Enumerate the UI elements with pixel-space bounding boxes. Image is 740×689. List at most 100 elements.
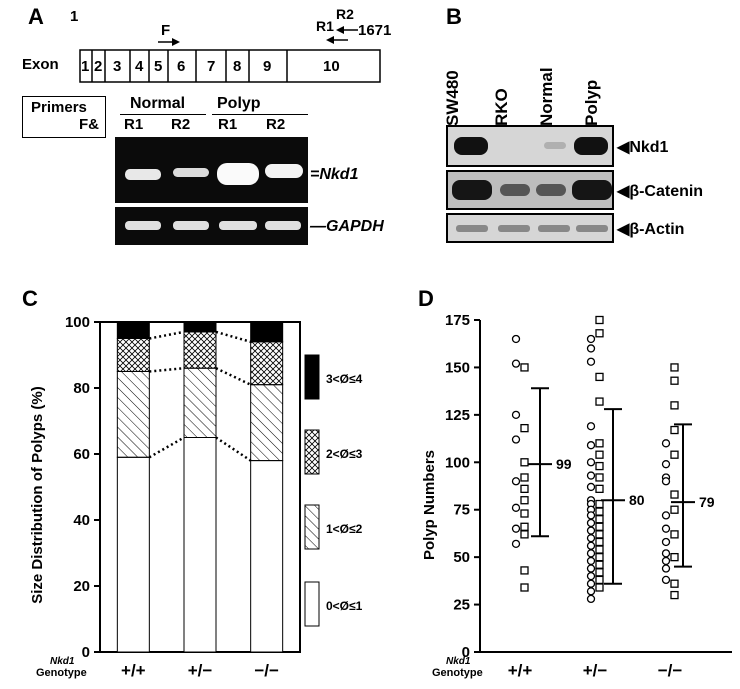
data-point-square (670, 363, 679, 372)
data-point-circle (586, 579, 596, 588)
data-point-circle (661, 537, 671, 547)
data-point-square (595, 372, 604, 382)
mean-label: 79 (699, 494, 715, 510)
data-point-circle (586, 357, 596, 366)
blot-band (544, 142, 566, 149)
exon-8-label: 8 (233, 58, 242, 75)
data-point-square (595, 522, 604, 531)
y-tick-label: 175 (445, 312, 470, 329)
primers-header: Primers (31, 99, 87, 116)
data-point-square (595, 439, 604, 448)
blot-band (498, 225, 530, 232)
gel-band (173, 168, 209, 177)
polyp-underline (212, 114, 308, 115)
data-point-circle (511, 359, 521, 368)
legend-swatch (304, 581, 320, 627)
blot-band (572, 180, 612, 200)
exon-4-label: 4 (135, 58, 144, 75)
y-axis-label: Size Distribution of Polyps (%) (29, 386, 46, 604)
data-point-square (595, 537, 604, 547)
nkd1-band-label: =Nkd1 (310, 166, 359, 183)
data-point-square (670, 590, 679, 600)
data-point-square (670, 530, 679, 539)
data-point-square (520, 583, 529, 592)
data-point-circle (511, 539, 521, 549)
normal-underline (120, 114, 206, 115)
data-point-square (595, 530, 604, 539)
connector-line (149, 330, 185, 340)
gel-nkd1 (115, 137, 308, 203)
primers-sub: F& (79, 116, 99, 133)
exon-6-label: 6 (177, 58, 186, 75)
gel-band (217, 163, 259, 185)
panel-b-letter: B (446, 4, 462, 29)
data-point-circle (586, 518, 596, 528)
data-point-circle (586, 541, 596, 550)
blot-nkd1 (446, 125, 614, 167)
exon-map (79, 26, 381, 83)
panel-a-letter: A (28, 4, 44, 29)
x-tick-label: −/− (658, 661, 683, 680)
data-point-circle (586, 334, 596, 344)
bar-segment (183, 331, 217, 369)
legend-swatch (304, 504, 320, 550)
data-point-square (595, 545, 604, 554)
data-point-circle (661, 564, 671, 573)
y-tick-label: 125 (445, 407, 470, 424)
data-point-circle (511, 477, 521, 486)
connector-line (215, 367, 252, 386)
y-tick-label: 80 (73, 380, 90, 397)
genotype-title-c: Nkd1 (50, 656, 75, 667)
bar-segment (250, 384, 284, 462)
x-tick-label: −/− (254, 661, 279, 680)
legend-label: 3<Ø≤4 (326, 372, 363, 386)
genotype-label-d: Genotype (432, 667, 483, 679)
blot-band (538, 225, 570, 232)
legend-label: 2<Ø≤3 (326, 447, 363, 461)
gel-band (265, 221, 301, 230)
x-tick-label: +/− (583, 661, 608, 680)
exon-5-label: 5 (154, 58, 163, 75)
data-point-circle (661, 575, 671, 585)
y-tick-label: 25 (453, 597, 470, 614)
data-point-circle (586, 564, 596, 573)
legend-label: 1<Ø≤2 (326, 522, 363, 536)
data-point-square (595, 329, 604, 338)
data-point-circle (586, 422, 596, 431)
data-point-circle (661, 439, 671, 448)
exon-7-label: 7 (207, 58, 216, 75)
legend-swatch (304, 429, 320, 475)
data-point-square (520, 522, 529, 531)
connector-line (149, 366, 185, 373)
data-point-square (520, 496, 529, 505)
data-point-square (670, 579, 679, 588)
blot-label-beta-actin-text: β-Actin (629, 221, 685, 238)
data-point-circle (511, 334, 521, 344)
primer-r2-label: R2 (336, 6, 354, 22)
blot-label-beta-catenin: ◀β-Catenin (617, 183, 704, 200)
lane-label-sw480: SW480 (443, 70, 462, 126)
data-point-square (595, 560, 604, 569)
y-tick-label: 150 (445, 359, 470, 376)
gel-band (173, 221, 209, 230)
sequence-end-label: 1671 (358, 22, 392, 39)
data-point-circle (511, 503, 521, 512)
group-polyp-label: Polyp (217, 95, 261, 112)
blot-band (500, 184, 530, 196)
bar-segment (183, 321, 217, 333)
data-point-square (595, 499, 604, 509)
scatter-chart: Polyp Numbers 0 25 50 75 100 125 150 175 +/+ +/− −… (421, 312, 732, 680)
y-tick-label: 20 (73, 578, 90, 595)
data-point-circle (661, 477, 671, 486)
data-point-square (520, 530, 529, 539)
data-point-circle (511, 410, 521, 420)
panel-c-letter: C (22, 286, 38, 311)
data-point-square (520, 363, 529, 372)
gel-band (125, 221, 161, 230)
data-point-circle (661, 524, 671, 533)
bar-segment (250, 341, 284, 386)
y-tick-label: 75 (453, 502, 470, 519)
stacked-bar-chart: Size Distribution of Polyps (%) 0 20 40 60 8… (29, 314, 363, 680)
legend-label: 0<Ø≤1 (326, 599, 363, 613)
data-point-square (595, 568, 604, 577)
